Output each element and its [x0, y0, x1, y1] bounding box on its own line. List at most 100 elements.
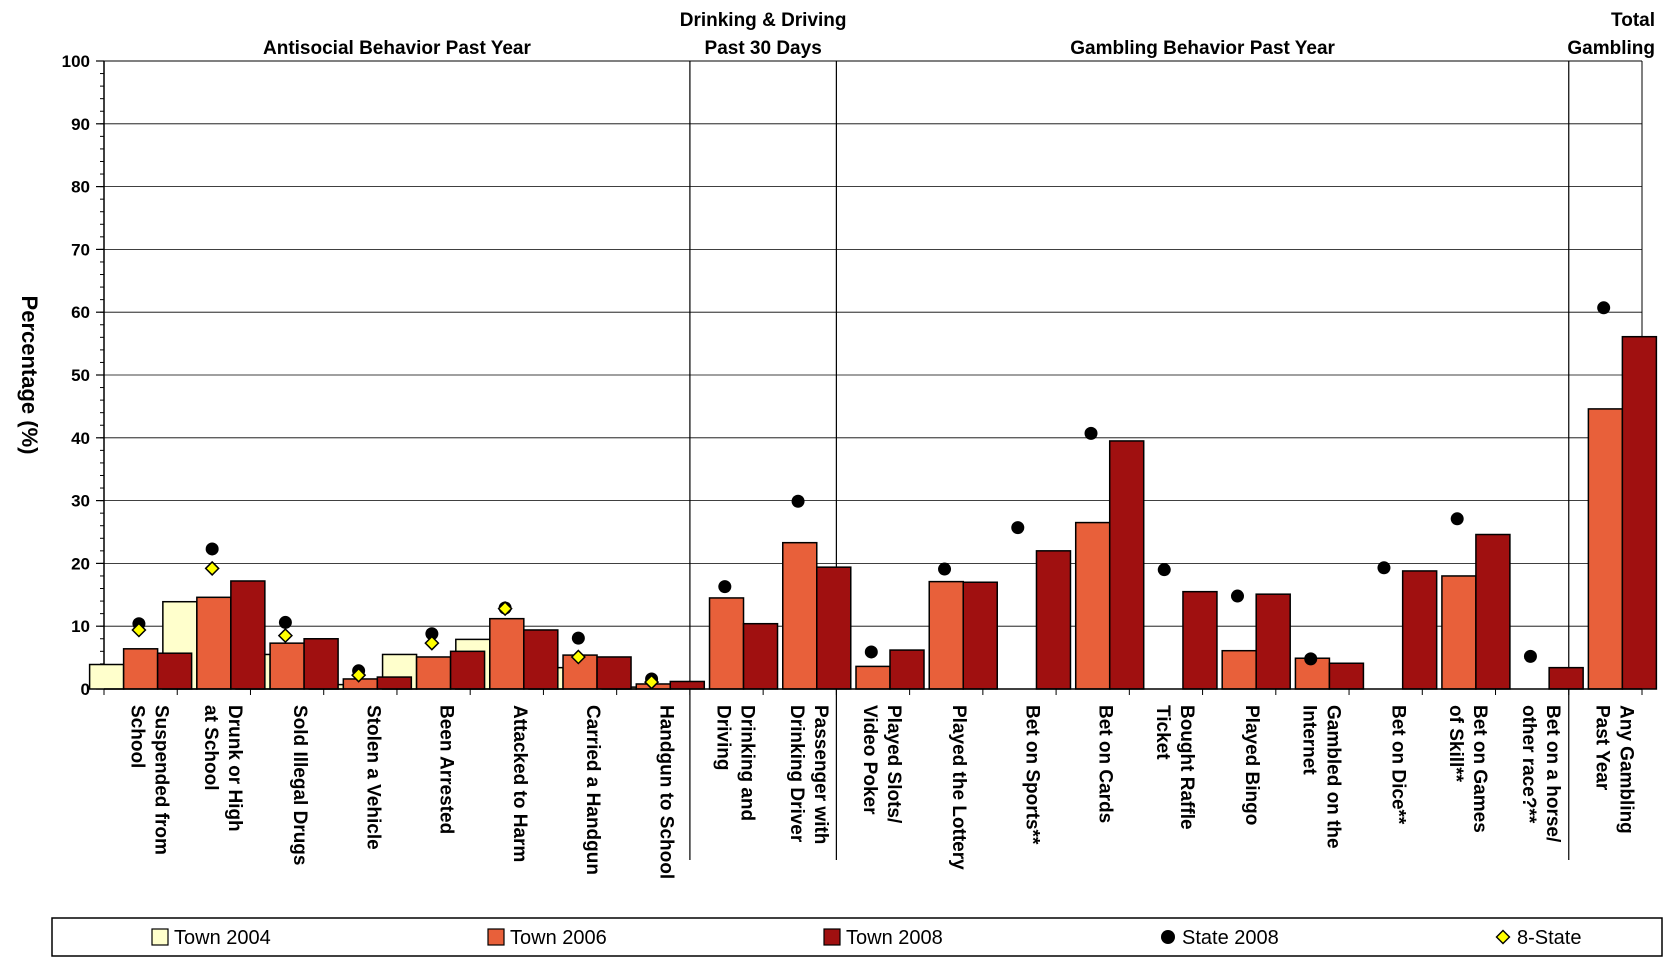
bar-town-2006	[196, 596, 232, 690]
x-category-label: Any Gambling	[1615, 705, 1636, 834]
marker-8-state	[131, 622, 147, 638]
x-category-label: Ticket	[1152, 705, 1173, 760]
bar-town-2006	[122, 648, 159, 690]
marker-8-state	[204, 560, 220, 576]
marker-state-2008	[1011, 521, 1025, 535]
bar-town-2008	[1475, 533, 1511, 690]
y-tick-label: 100	[62, 52, 90, 71]
bar-town-2008	[816, 566, 852, 690]
bar-town-2008	[523, 629, 559, 690]
x-category-label: Handgun to School	[655, 705, 676, 879]
x-category-label: Passenger with	[810, 705, 831, 844]
bar-town-2008	[1108, 440, 1145, 690]
bar-town-2008	[962, 581, 998, 690]
marker-state-2008	[938, 562, 952, 576]
marker-8-state	[424, 635, 440, 651]
marker-state-2008	[571, 631, 585, 645]
y-tick-label: 30	[71, 492, 90, 511]
y-tick-label: 50	[71, 366, 90, 385]
bar-town-2008	[156, 652, 193, 690]
bar-town-2008	[230, 580, 266, 690]
y-tick-label: 0	[81, 680, 90, 699]
x-category-label: Sold Illegal Drugs	[289, 705, 310, 865]
bar-town-2006	[782, 541, 818, 690]
x-category-label: Bet on a horse/	[1542, 705, 1563, 843]
x-category-label: Drinking and	[737, 705, 758, 821]
bar-town-2008	[449, 650, 486, 690]
x-category-label: Suspended from	[151, 705, 172, 855]
bar-town-2006	[708, 597, 745, 690]
marker-state-2008	[1084, 426, 1098, 440]
bar-town-2008	[1182, 590, 1218, 690]
x-category-label: School	[127, 705, 148, 768]
bar-town-2008	[1328, 662, 1365, 690]
marker-state-2008	[1597, 301, 1611, 315]
bar-town-2006	[1441, 575, 1477, 690]
x-category-label: Drinking Driver	[786, 705, 807, 843]
marker-state-2008	[791, 494, 805, 508]
legend-box	[51, 917, 1663, 957]
bar-town-2008	[1401, 570, 1438, 690]
marker-state-2008	[1230, 589, 1244, 603]
y-tick-label: 40	[71, 429, 90, 448]
bar-town-2006	[1074, 521, 1111, 690]
bar-town-2008	[742, 622, 779, 690]
legend-swatch-town-2006	[487, 928, 505, 946]
bar-town-2006	[1221, 649, 1257, 690]
x-category-label: Past Year	[1591, 705, 1612, 791]
section-title: Past 30 Days	[705, 38, 822, 59]
bar-town-2008	[1035, 550, 1072, 690]
x-category-label: Been Arrested	[436, 705, 457, 834]
bar-town-2008	[376, 676, 413, 690]
legend-label: Town 2008	[846, 927, 943, 949]
x-category-label: other race?**	[1518, 705, 1539, 824]
marker-state-2008	[1450, 512, 1464, 526]
marker-state-2008	[1377, 561, 1391, 575]
legend-swatch-town-2004	[151, 928, 169, 946]
marker-state-2008	[1523, 649, 1537, 663]
marker-8-state	[277, 628, 293, 644]
y-axis-label: Percentage (%)	[17, 296, 42, 455]
x-category-label: Driving	[713, 705, 734, 770]
x-category-label: Internet	[1298, 705, 1319, 775]
bar-town-2006	[1587, 408, 1624, 690]
legend-label: Town 2004	[174, 927, 271, 949]
bar-town-2008	[1548, 666, 1584, 690]
marker-state-2008	[278, 615, 292, 629]
x-category-label: Played the Lottery	[948, 705, 969, 870]
bar-town-2006	[415, 656, 452, 690]
section-title: Total	[1611, 10, 1655, 31]
section-title: Drinking & Driving	[680, 10, 847, 31]
x-category-label: Attacked to Harm	[509, 705, 530, 862]
bar-town-2006	[269, 642, 305, 690]
y-tick-label: 20	[71, 554, 90, 573]
x-category-label: Gambled on the	[1322, 705, 1343, 849]
marker-8-state	[351, 667, 367, 683]
bar-town-2008	[1621, 335, 1658, 690]
section-title: Antisocial Behavior Past Year	[263, 38, 531, 59]
x-category-label: at School	[200, 705, 221, 791]
marker-state-2008	[864, 645, 878, 659]
marker-state-2008	[425, 627, 439, 641]
bar-town-2006	[928, 580, 964, 690]
legend-swatch-8-state	[1495, 929, 1511, 945]
legend-label: 8-State	[1517, 927, 1581, 949]
x-category-label: Stolen a Vehicle	[362, 705, 383, 850]
bar-town-2008	[889, 649, 925, 690]
bar-town-2006	[489, 617, 525, 690]
x-category-label: Bought Raffle	[1176, 705, 1197, 830]
bar-town-2008	[303, 638, 339, 690]
legend-swatch-town-2008	[823, 928, 841, 946]
bar-town-2008	[1255, 593, 1291, 690]
x-category-label: Bet on Dice**	[1388, 705, 1409, 825]
x-category-label: Bet on Sports**	[1021, 705, 1042, 845]
section-title: Gambling	[1567, 38, 1655, 59]
x-category-label: Bet on Cards	[1095, 705, 1116, 823]
marker-8-state	[570, 649, 586, 665]
y-tick-label: 90	[71, 115, 90, 134]
x-category-label: of Skill**	[1445, 705, 1466, 783]
legend-label: State 2008	[1182, 927, 1279, 949]
marker-state-2008	[1157, 563, 1171, 577]
